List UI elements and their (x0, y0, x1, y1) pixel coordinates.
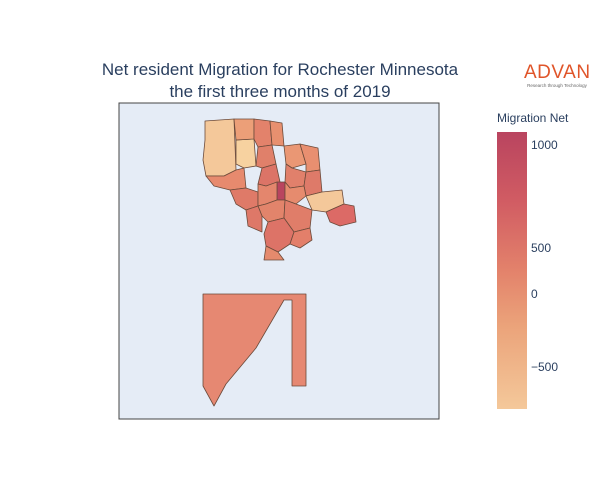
region-south-tip (263, 245, 285, 261)
colorbar-tick-0: 0 (531, 287, 538, 301)
colorbar-tick-500: 500 (531, 241, 552, 255)
colorbar (497, 132, 527, 409)
map-title-line-2: the first three months of 2019 (169, 82, 391, 101)
map-background (118, 102, 440, 420)
region-ne-1 (283, 143, 307, 169)
logo-tagline: Research through Technology (527, 83, 587, 88)
region-north-1 (233, 118, 255, 141)
region-west-mid (205, 167, 247, 191)
region-downtown (276, 181, 286, 201)
colorbar-tick-minus-500: −500 (531, 360, 559, 374)
map-title-line-1: Net resident Migration for Rochester Min… (101, 60, 459, 79)
region-s-4 (289, 227, 313, 249)
region-sw-1 (245, 205, 263, 233)
logo-name: ADVAN (524, 62, 591, 83)
region-e-2 (303, 169, 323, 197)
advan-logo: ADVAN Research through Technology (524, 63, 590, 89)
colorbar-title: Migration Net (497, 111, 569, 125)
region-north-3 (269, 120, 285, 147)
region-east-lobe (325, 203, 357, 227)
region-southern (202, 293, 307, 407)
colorbar-tick-1000: 1000 (531, 138, 558, 152)
region-nw-outer (202, 118, 237, 177)
region-s-3 (263, 217, 295, 253)
zip-regions (202, 118, 357, 407)
region-nw-inner (235, 138, 257, 169)
region-north-2 (253, 118, 273, 148)
